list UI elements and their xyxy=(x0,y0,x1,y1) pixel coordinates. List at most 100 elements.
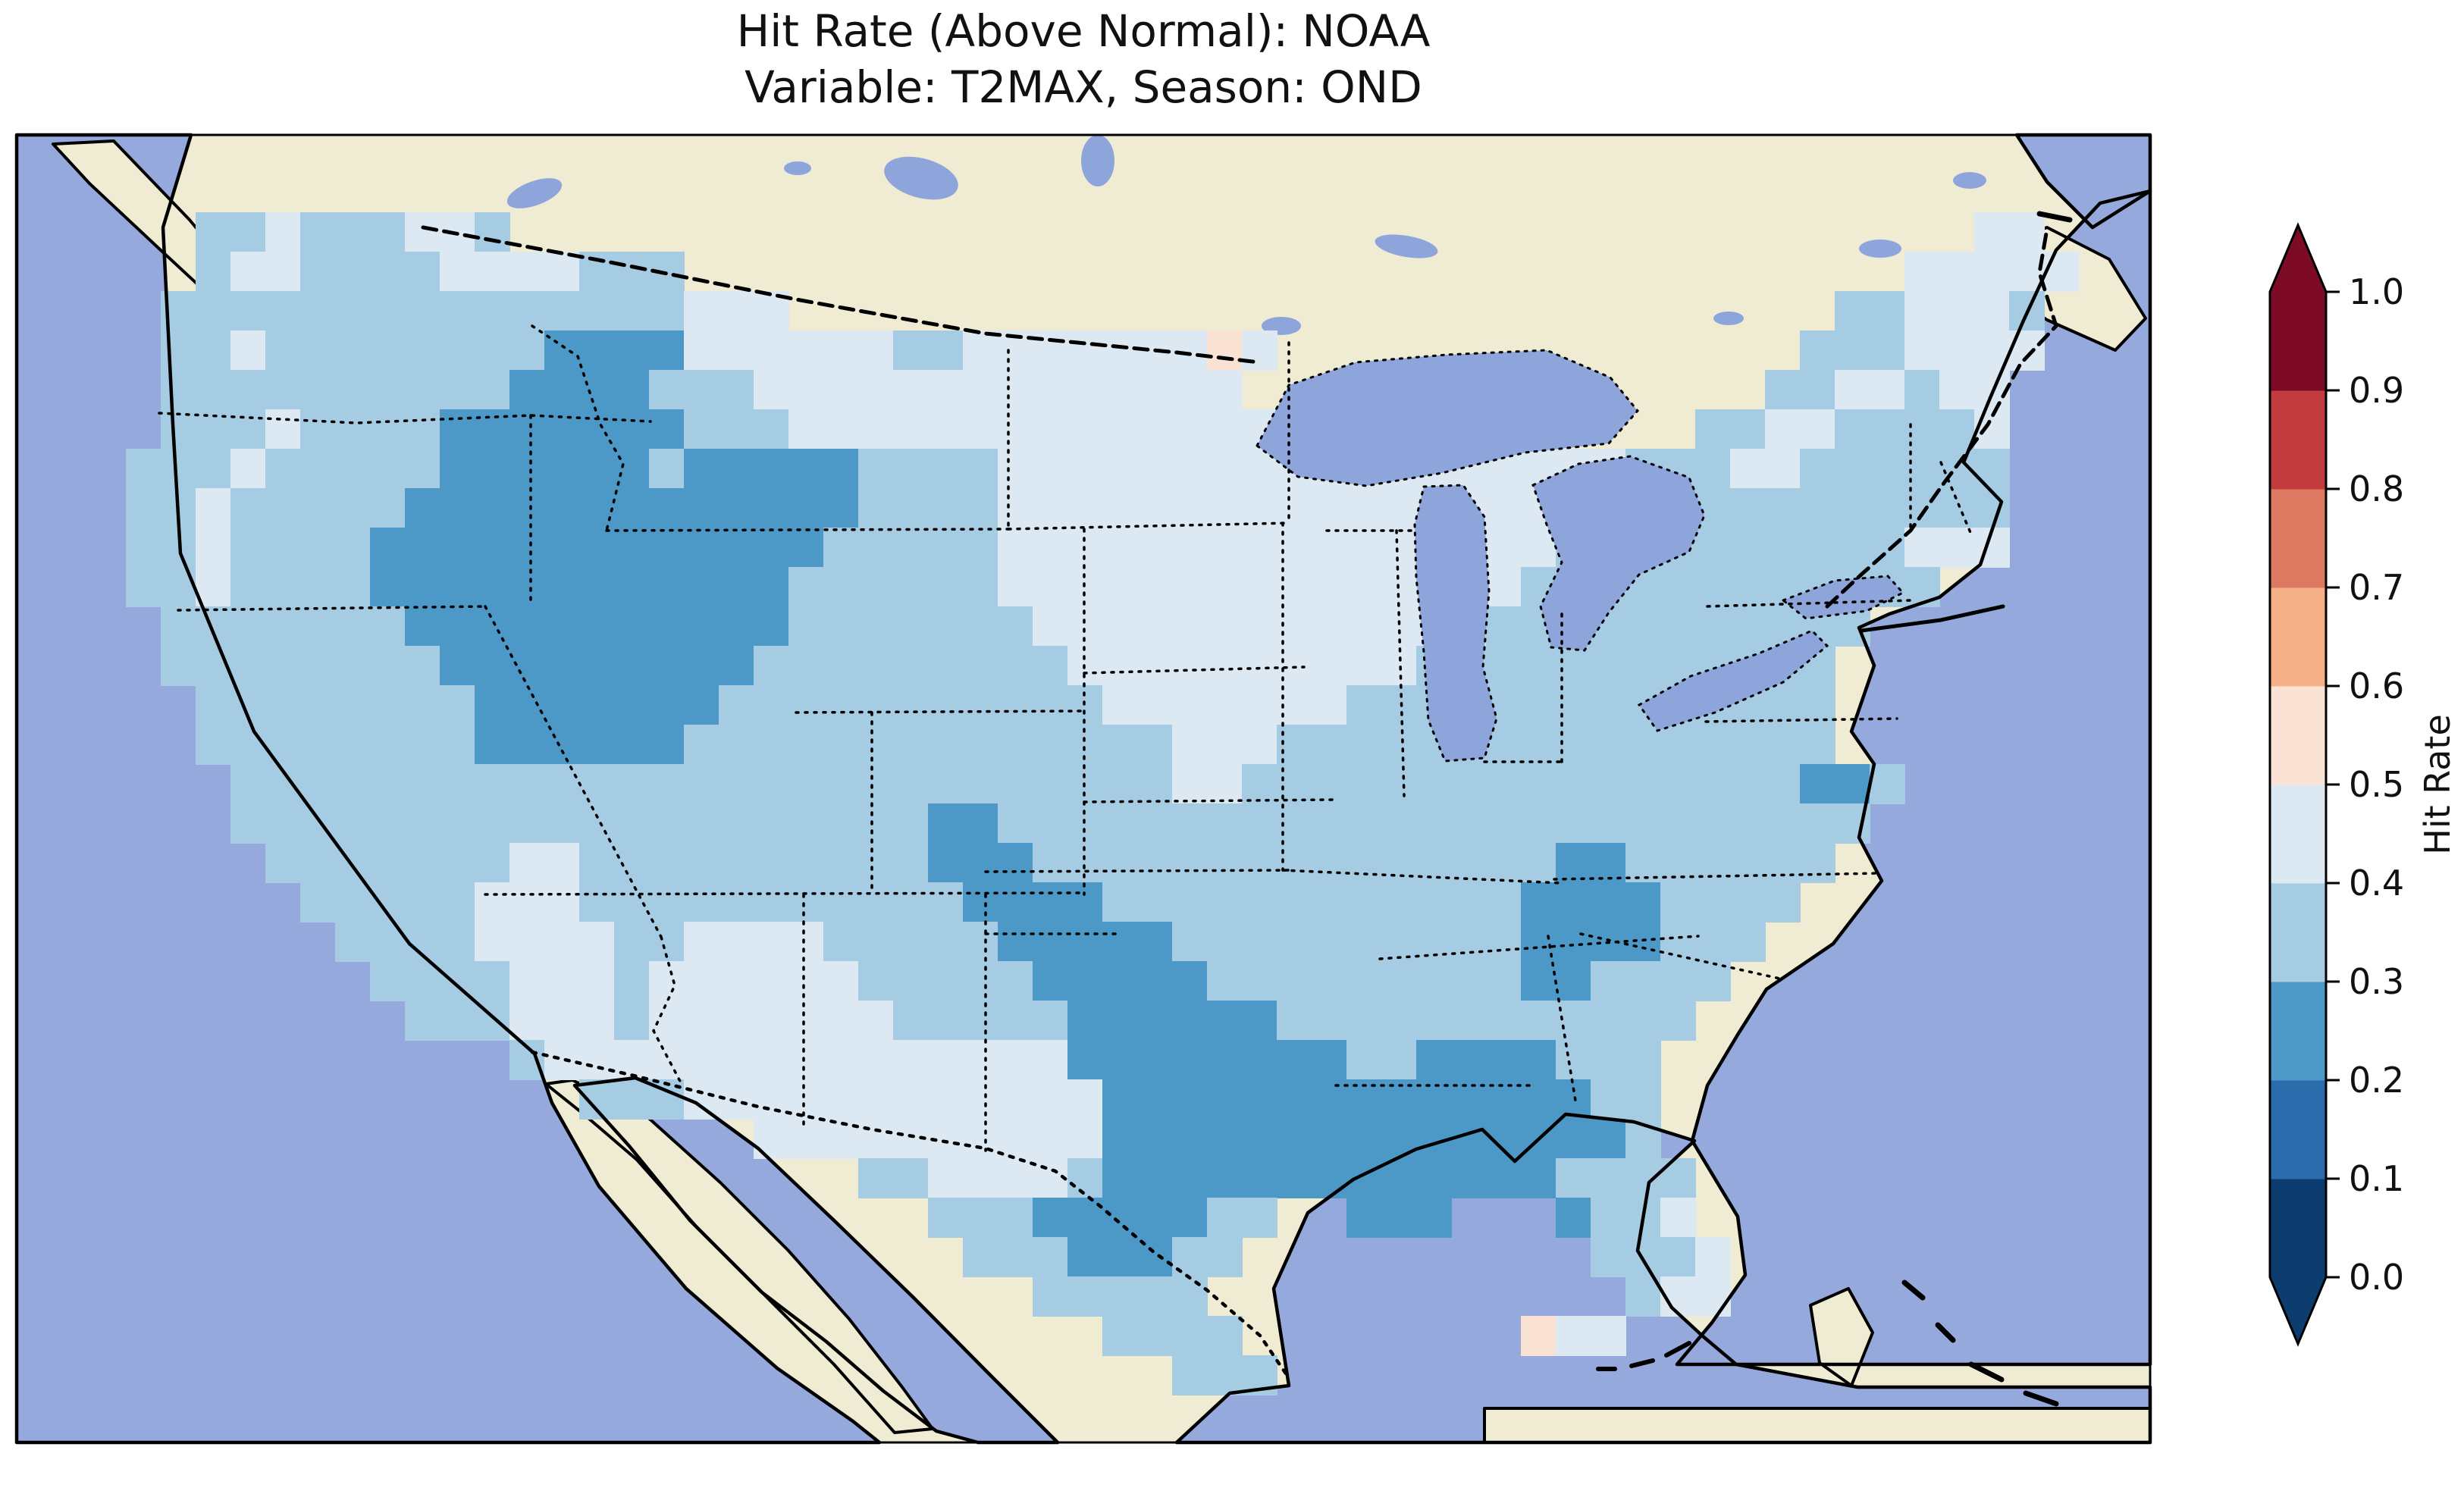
grid-cell xyxy=(475,961,510,1001)
grid-cell xyxy=(1556,1001,1591,1041)
grid-cell xyxy=(1172,1316,1208,1356)
grid-cell xyxy=(858,1158,894,1198)
grid-cell xyxy=(1521,1316,1556,1356)
grid-cell xyxy=(544,528,580,568)
grid-cell xyxy=(579,646,615,686)
grid-cell xyxy=(1521,961,1556,1001)
grid-cell xyxy=(998,1001,1033,1041)
grid-cell xyxy=(1591,646,1626,686)
grid-cell xyxy=(1346,685,1382,725)
grid-cell xyxy=(440,409,475,449)
grid-cell xyxy=(1102,685,1138,725)
andros-island xyxy=(1809,1287,1874,1387)
grid-cell xyxy=(300,567,336,607)
grid-cell xyxy=(1207,1198,1243,1238)
colorbar-tick-label: 0.8 xyxy=(2349,468,2404,509)
grid-cell xyxy=(1172,725,1208,765)
grid-cell xyxy=(370,330,406,371)
grid-cell xyxy=(1137,843,1173,883)
grid-cell xyxy=(1556,922,1591,962)
grid-cell xyxy=(823,803,859,844)
grid-cell xyxy=(440,567,475,607)
gulf-of-st-lawrence xyxy=(2017,135,2150,227)
grid-cell xyxy=(649,882,685,922)
state-border xyxy=(1547,935,1577,1102)
grid-cell xyxy=(1346,803,1382,844)
grid-cell xyxy=(1521,764,1556,804)
grid-cell xyxy=(1033,803,1068,844)
grid-cell xyxy=(1033,1001,1068,1041)
grid-cell xyxy=(1033,843,1068,883)
grid-cell xyxy=(788,1001,824,1041)
state-border xyxy=(652,935,684,1087)
grid-cell xyxy=(998,1079,1033,1120)
grid-cell xyxy=(1137,1119,1173,1159)
grid-cell xyxy=(1033,1119,1068,1159)
grid-cell xyxy=(1730,567,1766,607)
grid-cell xyxy=(649,764,685,804)
grid-cell xyxy=(265,646,301,686)
grid-cell xyxy=(1765,488,1801,528)
grid-cell xyxy=(335,922,371,962)
grid-cell xyxy=(1137,449,1173,489)
colorbar-tick-label: 0.5 xyxy=(2349,764,2404,805)
grid-cell xyxy=(1102,1079,1138,1120)
grid-cell xyxy=(1556,764,1591,804)
grid-cell xyxy=(230,291,266,331)
grid-cell xyxy=(893,882,929,922)
grid-cell xyxy=(1033,409,1068,449)
grid-cell xyxy=(1939,291,1975,331)
grid-cell xyxy=(1486,606,1522,647)
grid-cell xyxy=(1835,291,1870,331)
grid-cell xyxy=(754,803,789,844)
grid-cell xyxy=(1835,409,1870,449)
grid-cell xyxy=(1067,961,1103,1001)
grid-cell xyxy=(440,488,475,528)
grid-cell xyxy=(1556,803,1591,844)
grid-cell xyxy=(1207,922,1243,962)
grid-cell xyxy=(161,409,196,449)
grid-cell xyxy=(684,567,719,607)
grid-cell xyxy=(928,1158,964,1198)
grid-cell xyxy=(1416,1001,1452,1041)
grid-cell xyxy=(1137,1198,1173,1238)
grid-cell xyxy=(509,252,545,292)
grid-cell xyxy=(370,646,406,686)
grid-cell xyxy=(509,764,545,804)
grid-cell xyxy=(754,1079,789,1120)
grid-cell xyxy=(823,370,859,410)
grid-cell xyxy=(684,803,719,844)
grid-cell xyxy=(1870,488,1905,528)
grid-cell xyxy=(1451,1001,1487,1041)
grid-cell xyxy=(544,1040,580,1080)
grid-cell xyxy=(544,252,580,292)
grid-cell xyxy=(1312,1158,1347,1198)
grid-cell xyxy=(963,1119,998,1159)
grid-cell xyxy=(1416,1198,1452,1238)
grid-cell xyxy=(230,725,266,765)
grid-cell xyxy=(963,370,998,410)
grid-cell xyxy=(300,291,336,331)
grid-cell xyxy=(475,330,510,371)
grid-cell xyxy=(265,252,301,292)
colorbar-band xyxy=(2270,982,2326,1081)
colorbar-tick-label: 0.6 xyxy=(2349,666,2404,706)
baja-california xyxy=(544,1079,934,1434)
grid-cell xyxy=(579,961,615,1001)
grid-cell xyxy=(579,409,615,449)
grid-cell xyxy=(754,409,789,449)
grid-cell xyxy=(1765,882,1801,922)
grid-cell xyxy=(1870,291,1905,331)
grid-cell xyxy=(1172,1001,1208,1041)
grid-cell xyxy=(788,330,824,371)
grid-cell xyxy=(928,370,964,410)
grid-cell xyxy=(1102,330,1138,371)
grid-cell xyxy=(788,843,824,883)
grid-cell xyxy=(1591,1158,1626,1198)
grid-cell xyxy=(1242,528,1277,568)
grid-cell xyxy=(858,330,894,371)
grid-cell xyxy=(475,606,510,647)
grid-cell xyxy=(719,449,754,489)
grid-cell xyxy=(1765,409,1801,449)
grid-cell xyxy=(858,646,894,686)
